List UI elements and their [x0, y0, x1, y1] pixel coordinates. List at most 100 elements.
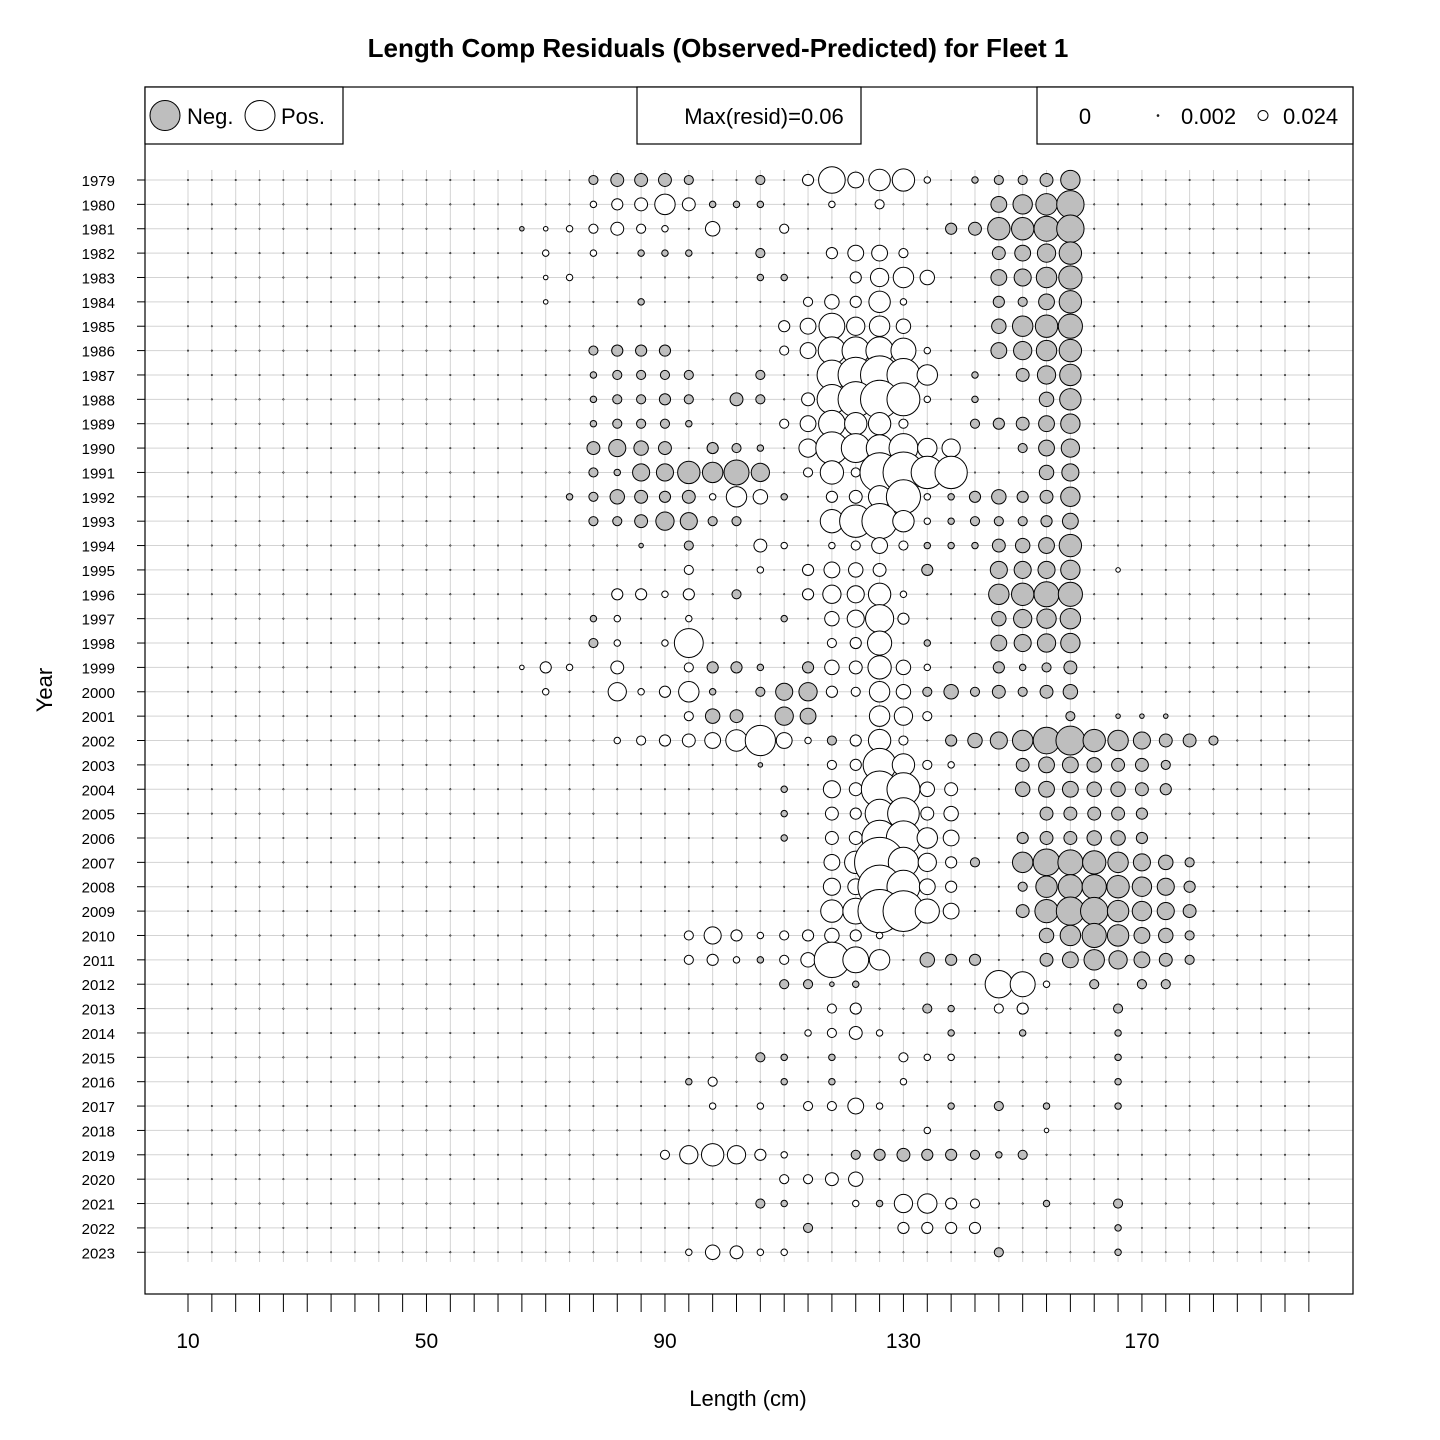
residual-bubble — [735, 227, 738, 230]
residual-bubble — [991, 538, 1006, 553]
residual-bubble — [473, 544, 476, 547]
residual-bubble — [449, 1105, 452, 1108]
residual-bubble — [210, 325, 213, 328]
residual-bubble — [330, 885, 333, 888]
residual-bubble — [663, 1056, 666, 1059]
residual-bubble — [353, 1202, 356, 1205]
residual-bubble — [919, 781, 936, 797]
residual-bubble — [1307, 422, 1310, 425]
residual-bubble — [778, 320, 791, 333]
residual-bubble — [449, 1202, 452, 1205]
residual-bubble — [759, 617, 762, 620]
residual-bubble — [449, 276, 452, 279]
residual-bubble — [282, 1031, 285, 1034]
residual-bubble — [658, 685, 672, 698]
residual-bubble — [449, 593, 452, 596]
y-tick-label: 2015 — [82, 1050, 115, 1067]
residual-bubble — [589, 249, 598, 257]
residual-bubble — [825, 247, 838, 260]
residual-bubble — [735, 373, 738, 376]
residual-bubble — [973, 715, 976, 718]
residual-bubble — [353, 1226, 356, 1229]
residual-bubble — [1236, 447, 1239, 450]
residual-bubble — [473, 300, 476, 303]
residual-bubble — [1188, 447, 1191, 450]
residual-bubble — [568, 593, 571, 596]
residual-bubble — [1208, 735, 1219, 746]
residual-bubble — [807, 495, 810, 498]
residual-bubble — [258, 666, 261, 669]
residual-bubble — [1212, 373, 1215, 376]
residual-bubble — [588, 637, 599, 649]
residual-bubble — [636, 418, 647, 429]
y-tick-label: 2018 — [82, 1123, 115, 1140]
residual-bubble — [759, 1178, 762, 1181]
residual-bubble — [425, 910, 428, 913]
residual-bubble — [1182, 733, 1197, 748]
residual-bubble — [1140, 1129, 1143, 1132]
residual-bubble — [711, 836, 714, 839]
residual-bubble — [1057, 849, 1084, 876]
residual-bubble — [187, 763, 190, 766]
residual-bubble — [187, 885, 190, 888]
residual-bubble — [846, 585, 865, 604]
residual-bubble — [1059, 363, 1082, 387]
x-tick-label: 130 — [886, 1330, 921, 1353]
residual-bubble — [306, 885, 309, 888]
residual-bubble — [663, 666, 666, 669]
residual-bubble — [353, 203, 356, 206]
residual-bubble — [1307, 885, 1310, 888]
residual-bubble — [592, 300, 595, 303]
residual-bubble — [1113, 1003, 1124, 1014]
residual-bubble — [306, 325, 309, 328]
residual-bubble — [539, 661, 552, 674]
residual-bubble — [1188, 325, 1191, 328]
residual-bubble — [234, 690, 237, 693]
residual-bubble — [658, 393, 672, 406]
residual-bubble — [780, 1199, 788, 1208]
legend-color-box — [144, 86, 344, 145]
residual-bubble — [377, 422, 380, 425]
residual-bubble — [568, 617, 571, 620]
residual-bubble — [779, 954, 790, 965]
residual-bubble — [919, 269, 936, 286]
residual-bubble — [1017, 174, 1028, 186]
residual-bubble — [997, 861, 1000, 864]
residual-bubble — [783, 373, 786, 376]
residual-bubble — [1093, 398, 1096, 401]
residual-bubble — [473, 739, 476, 742]
residual-bubble — [1069, 1226, 1072, 1229]
residual-bubble — [1307, 1202, 1310, 1205]
residual-bubble — [519, 225, 525, 232]
residual-bubble — [544, 788, 547, 791]
residual-bubble — [800, 952, 816, 968]
residual-bubble — [867, 630, 893, 656]
residual-bubble — [729, 1245, 744, 1260]
residual-bubble — [1212, 300, 1215, 303]
residual-bubble — [544, 958, 547, 961]
residual-bubble — [568, 373, 571, 376]
residual-bubble — [875, 1029, 884, 1037]
residual-bubble — [926, 203, 929, 206]
residual-bubble — [1307, 227, 1310, 230]
residual-bubble — [683, 394, 694, 405]
residual-bubble — [377, 934, 380, 937]
residual-bubble — [732, 200, 741, 209]
chart-title: Length Comp Residuals (Observed-Predicte… — [368, 33, 1069, 63]
residual-bubble — [592, 885, 595, 888]
residual-bubble — [1212, 179, 1215, 182]
residual-bubble — [353, 934, 356, 937]
residual-bubble — [425, 958, 428, 961]
residual-bubble — [401, 910, 404, 913]
residual-bubble — [759, 983, 762, 986]
residual-bubble — [568, 1056, 571, 1059]
residual-bubble — [616, 1153, 619, 1156]
residual-bubble — [849, 807, 862, 820]
residual-bubble — [687, 1178, 690, 1181]
residual-bubble — [544, 836, 547, 839]
residual-bubble — [947, 1029, 955, 1037]
residual-bubble — [867, 412, 892, 436]
residual-bubble — [708, 200, 717, 209]
residual-bubble — [425, 179, 428, 182]
residual-bubble — [950, 1178, 953, 1181]
